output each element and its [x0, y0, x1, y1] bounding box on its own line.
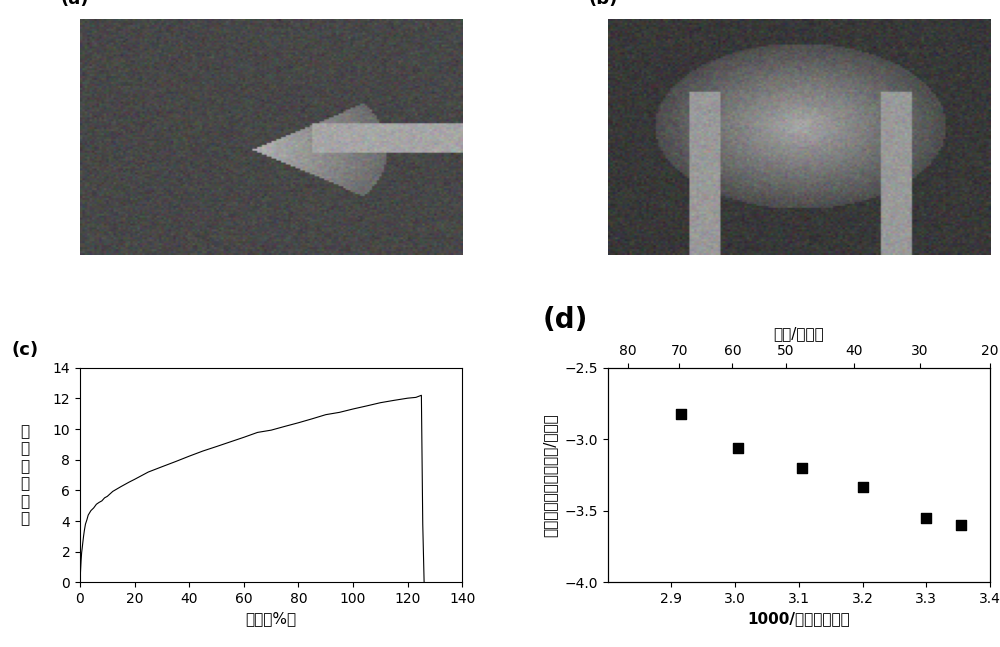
Point — [794, 463, 810, 473]
Point — [953, 520, 969, 531]
Point — [918, 513, 934, 523]
Text: (d): (d) — [543, 305, 588, 334]
X-axis label: 1000/温度，开尔文: 1000/温度，开尔文 — [747, 611, 850, 626]
Y-axis label: 应
力
（
兆
帕
）: 应 力 （ 兆 帕 ） — [20, 424, 29, 526]
Y-axis label: 电导率的对数（西门子/厘米）: 电导率的对数（西门子/厘米） — [542, 413, 557, 537]
Text: (c): (c) — [11, 341, 38, 359]
Point — [730, 443, 746, 453]
X-axis label: 温度/摄氏度: 温度/摄氏度 — [773, 327, 824, 342]
Text: (a): (a) — [61, 0, 89, 8]
Point — [855, 481, 871, 492]
Point — [673, 408, 689, 419]
Text: (b): (b) — [589, 0, 618, 8]
X-axis label: 拉伸（%）: 拉伸（%） — [246, 611, 297, 626]
